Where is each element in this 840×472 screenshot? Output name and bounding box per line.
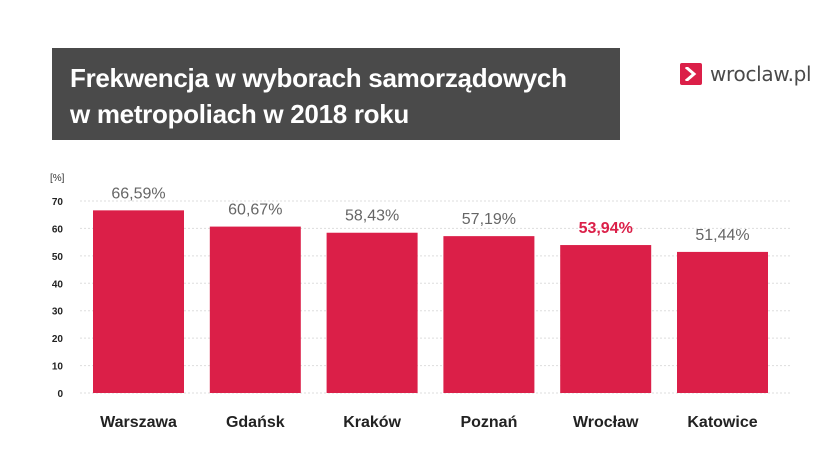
bar (560, 245, 652, 393)
data-label: 58,43% (345, 208, 399, 225)
data-label: 51,44% (695, 227, 749, 244)
title-banner: Frekwencja w wyborach samorządowych w me… (52, 48, 620, 140)
y-tick-label: 20 (52, 334, 64, 345)
chart-title-line-1: Frekwencja w wyborach samorządowych (70, 63, 567, 93)
y-tick-label: 10 (52, 362, 64, 373)
y-tick-label: 50 (52, 252, 64, 263)
y-axis-unit-label: [%] (50, 173, 65, 184)
data-label: 66,59% (111, 185, 165, 202)
chevron-right-icon (680, 63, 702, 85)
x-tick-label: Poznań (460, 414, 517, 431)
bar (93, 210, 184, 393)
x-tick-label: Gdańsk (226, 414, 285, 431)
data-label: 53,94% (579, 220, 633, 237)
x-tick-label: Katowice (687, 414, 757, 431)
y-tick-label: 0 (57, 389, 63, 400)
y-tick-label: 40 (52, 279, 64, 290)
y-tick-label: 30 (52, 307, 64, 318)
chart-title-line-2: w metropoliach w 2018 roku (70, 99, 409, 129)
data-label: 60,67% (228, 202, 282, 219)
x-tick-label: Kraków (343, 414, 401, 431)
data-label: 57,19% (462, 211, 516, 228)
bar (443, 236, 535, 393)
bar (677, 251, 768, 393)
logo-text: wroclaw.pl (710, 62, 812, 86)
y-tick-label: 70 (52, 197, 64, 208)
wroclaw-logo: wroclaw.pl (680, 60, 812, 88)
x-tick-label: Wrocław (573, 414, 639, 431)
bar (209, 226, 301, 393)
bar (326, 232, 418, 393)
x-tick-label: Warszawa (100, 414, 177, 431)
y-tick-label: 60 (52, 224, 64, 235)
